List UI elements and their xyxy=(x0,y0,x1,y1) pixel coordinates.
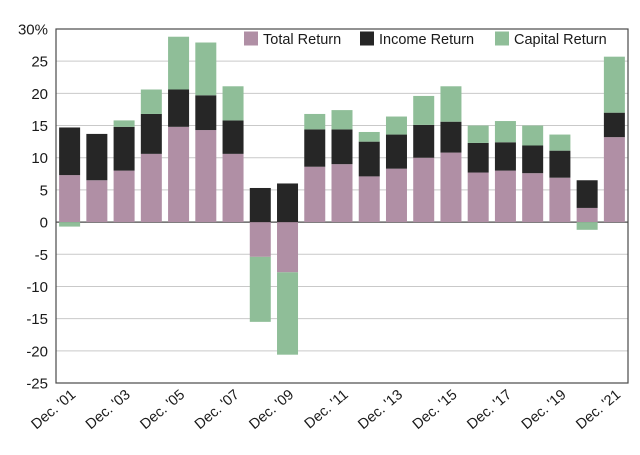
x-tick-label: Dec. '13 xyxy=(355,387,406,433)
bar-capital-return-2018 xyxy=(522,125,544,146)
bar-income-return-2017 xyxy=(494,142,516,171)
bar-income-return-2001 xyxy=(59,127,81,176)
x-axis: Dec. '01 Dec. '03 Dec. '05 Dec. '07 Dec. '09… xyxy=(28,387,623,433)
bar-capital-return-2011 xyxy=(331,110,353,130)
bar-total-return-2015 xyxy=(440,152,462,223)
bar-total-return-2020 xyxy=(576,207,598,223)
y-tick-label: -25 xyxy=(26,376,48,393)
legend-label-capital-return: Capital Return xyxy=(514,32,607,48)
bar-capital-return-2017 xyxy=(494,121,516,143)
bar-total-return-2016 xyxy=(467,172,489,223)
y-tick-label: 25 xyxy=(31,54,48,71)
y-tick-label: -10 xyxy=(26,279,48,296)
legend-label-total-return: Total Return xyxy=(263,32,341,48)
y-tick-label: 15 xyxy=(31,118,48,135)
bar-income-return-2011 xyxy=(331,129,353,165)
bar-income-return-2003 xyxy=(113,126,135,171)
x-tick-label: Dec. '07 xyxy=(192,387,243,433)
bar-total-return-2014 xyxy=(413,157,435,223)
bar-total-return-2012 xyxy=(358,176,380,223)
bar-income-return-2021 xyxy=(603,112,625,138)
x-tick-label: Dec. '09 xyxy=(246,387,297,433)
bar-total-return-2010 xyxy=(304,166,326,223)
x-tick-label: Dec. '21 xyxy=(573,387,624,433)
bar-capital-return-2020 xyxy=(576,222,598,230)
bar-capital-return-2010 xyxy=(304,113,326,130)
y-tick-label: 20 xyxy=(31,86,48,103)
bar-capital-return-2006 xyxy=(195,42,217,96)
y-tick-label: 10 xyxy=(31,150,48,167)
bar-income-return-2002 xyxy=(86,133,108,181)
bar-income-return-2010 xyxy=(304,129,326,167)
bar-capital-return-2009 xyxy=(277,272,299,355)
bar-income-return-2018 xyxy=(522,145,544,174)
bar-capital-return-2003 xyxy=(113,120,135,127)
bar-total-return-2011 xyxy=(331,164,353,223)
bar-total-return-2004 xyxy=(140,153,162,223)
x-tick-label: Dec. '15 xyxy=(410,387,461,433)
bar-capital-return-2005 xyxy=(168,36,190,90)
legend: Total Return Income Return Capital Retur… xyxy=(244,31,607,48)
bar-series xyxy=(59,36,625,355)
y-tick-label: 30% xyxy=(18,22,48,39)
bar-capital-return-2004 xyxy=(140,89,162,114)
bar-total-return-2009 xyxy=(277,222,299,273)
y-tick-label: -20 xyxy=(26,343,48,360)
bar-total-return-2002 xyxy=(86,180,108,223)
x-tick-label: Dec. '17 xyxy=(464,387,515,433)
legend-swatch-income-return xyxy=(360,31,374,46)
bar-capital-return-2021 xyxy=(603,56,625,113)
bar-income-return-2009 xyxy=(277,183,299,223)
y-tick-label: -5 xyxy=(35,247,48,264)
bar-total-return-2018 xyxy=(522,173,544,223)
bar-income-return-2014 xyxy=(413,124,435,158)
x-tick-label: Dec. '01 xyxy=(28,387,79,433)
bar-capital-return-2007 xyxy=(222,86,244,121)
y-tick-label: -15 xyxy=(26,311,48,328)
bar-income-return-2004 xyxy=(140,113,162,154)
bar-capital-return-2015 xyxy=(440,86,462,122)
x-tick-label: Dec. '19 xyxy=(519,387,570,433)
x-tick-label: Dec. '03 xyxy=(83,387,134,433)
bar-income-return-2012 xyxy=(358,141,380,177)
bar-income-return-2008 xyxy=(249,187,271,223)
y-tick-label: 0 xyxy=(40,215,48,232)
legend-label-income-return: Income Return xyxy=(379,32,474,48)
bar-total-return-2021 xyxy=(603,137,625,223)
bar-total-return-2003 xyxy=(113,170,135,223)
bar-total-return-2017 xyxy=(494,170,516,223)
bar-total-return-2013 xyxy=(385,168,407,223)
bar-capital-return-2016 xyxy=(467,125,489,143)
bar-income-return-2005 xyxy=(168,89,190,127)
y-tick-label: 5 xyxy=(40,182,48,199)
bar-capital-return-2012 xyxy=(358,131,380,142)
plot-frame xyxy=(55,28,629,384)
x-tick-label: Dec. '05 xyxy=(137,387,188,433)
legend-swatch-total-return xyxy=(244,31,258,46)
x-tick-label: Dec. '11 xyxy=(302,387,352,432)
legend-swatch-capital-return xyxy=(495,31,509,46)
bar-income-return-2015 xyxy=(440,121,462,153)
bar-total-return-2001 xyxy=(59,175,81,223)
bar-income-return-2007 xyxy=(222,120,244,154)
bar-capital-return-2013 xyxy=(385,116,407,135)
bar-income-return-2016 xyxy=(467,142,489,173)
bar-capital-return-2008 xyxy=(249,256,271,322)
bar-income-return-2019 xyxy=(549,150,571,178)
bar-total-return-2008 xyxy=(249,222,271,257)
bar-capital-return-2001 xyxy=(59,222,81,227)
bar-income-return-2006 xyxy=(195,95,217,131)
bar-total-return-2007 xyxy=(222,153,244,223)
bar-income-return-2013 xyxy=(385,134,407,169)
bar-income-return-2020 xyxy=(576,180,598,208)
y-axis: 30% 25 20 15 10 5 0 -5 -10 -15 -20 -25 xyxy=(18,22,48,393)
bar-capital-return-2019 xyxy=(549,134,571,151)
bar-total-return-2006 xyxy=(195,130,217,223)
bar-total-return-2005 xyxy=(168,126,190,223)
bar-capital-return-2014 xyxy=(413,95,435,125)
bar-total-return-2019 xyxy=(549,177,571,223)
